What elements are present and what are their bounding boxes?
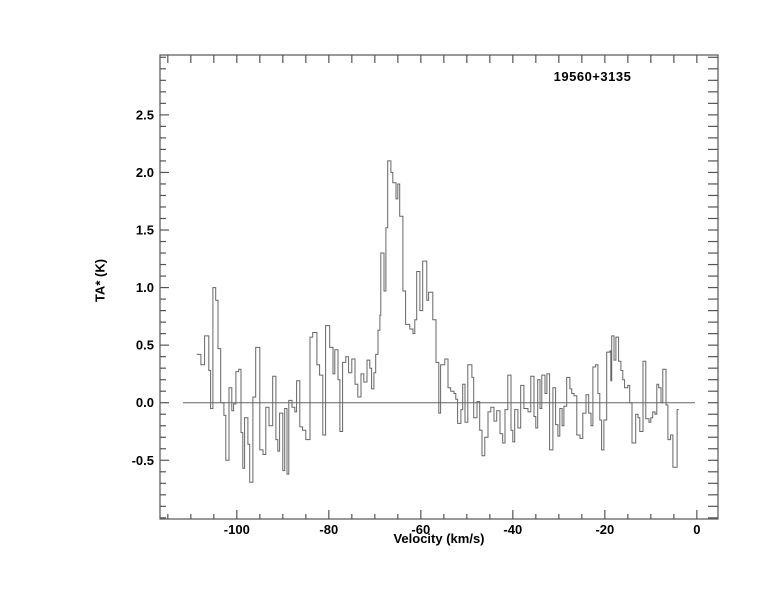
x-tick-label: -60 [411,522,430,537]
x-tick-label: 0 [693,522,700,537]
y-tick-label: 2.5 [136,107,154,122]
y-tick-label: 1.5 [136,223,154,238]
axes-layer [159,54,719,520]
chart-title: 19560+3135 [553,69,632,84]
y-tick-label: 1.0 [136,280,154,295]
trace-layer [183,160,695,483]
y-tick-label: 2.0 [136,165,154,180]
x-axis-title: Velocity (km/s) [393,531,485,546]
x-tick-label: -20 [595,522,614,537]
spectrum-trace [196,160,679,483]
y-tick-label: -0.5 [132,453,154,468]
y-tick-label: 0.0 [136,395,154,410]
y-tick-label: 0.5 [136,338,154,353]
plot-border [159,54,719,520]
x-tick-label: -100 [224,522,250,537]
tick-label-layer: -100 -80 -60 -40 -20 0 -0.5 0.0 0.5 1.0 1.5 2.0 2.5 [132,107,701,537]
x-tick-label: -40 [503,522,522,537]
y-axis-title: TA* (K) [92,258,108,303]
x-tick-label: -80 [319,522,338,537]
